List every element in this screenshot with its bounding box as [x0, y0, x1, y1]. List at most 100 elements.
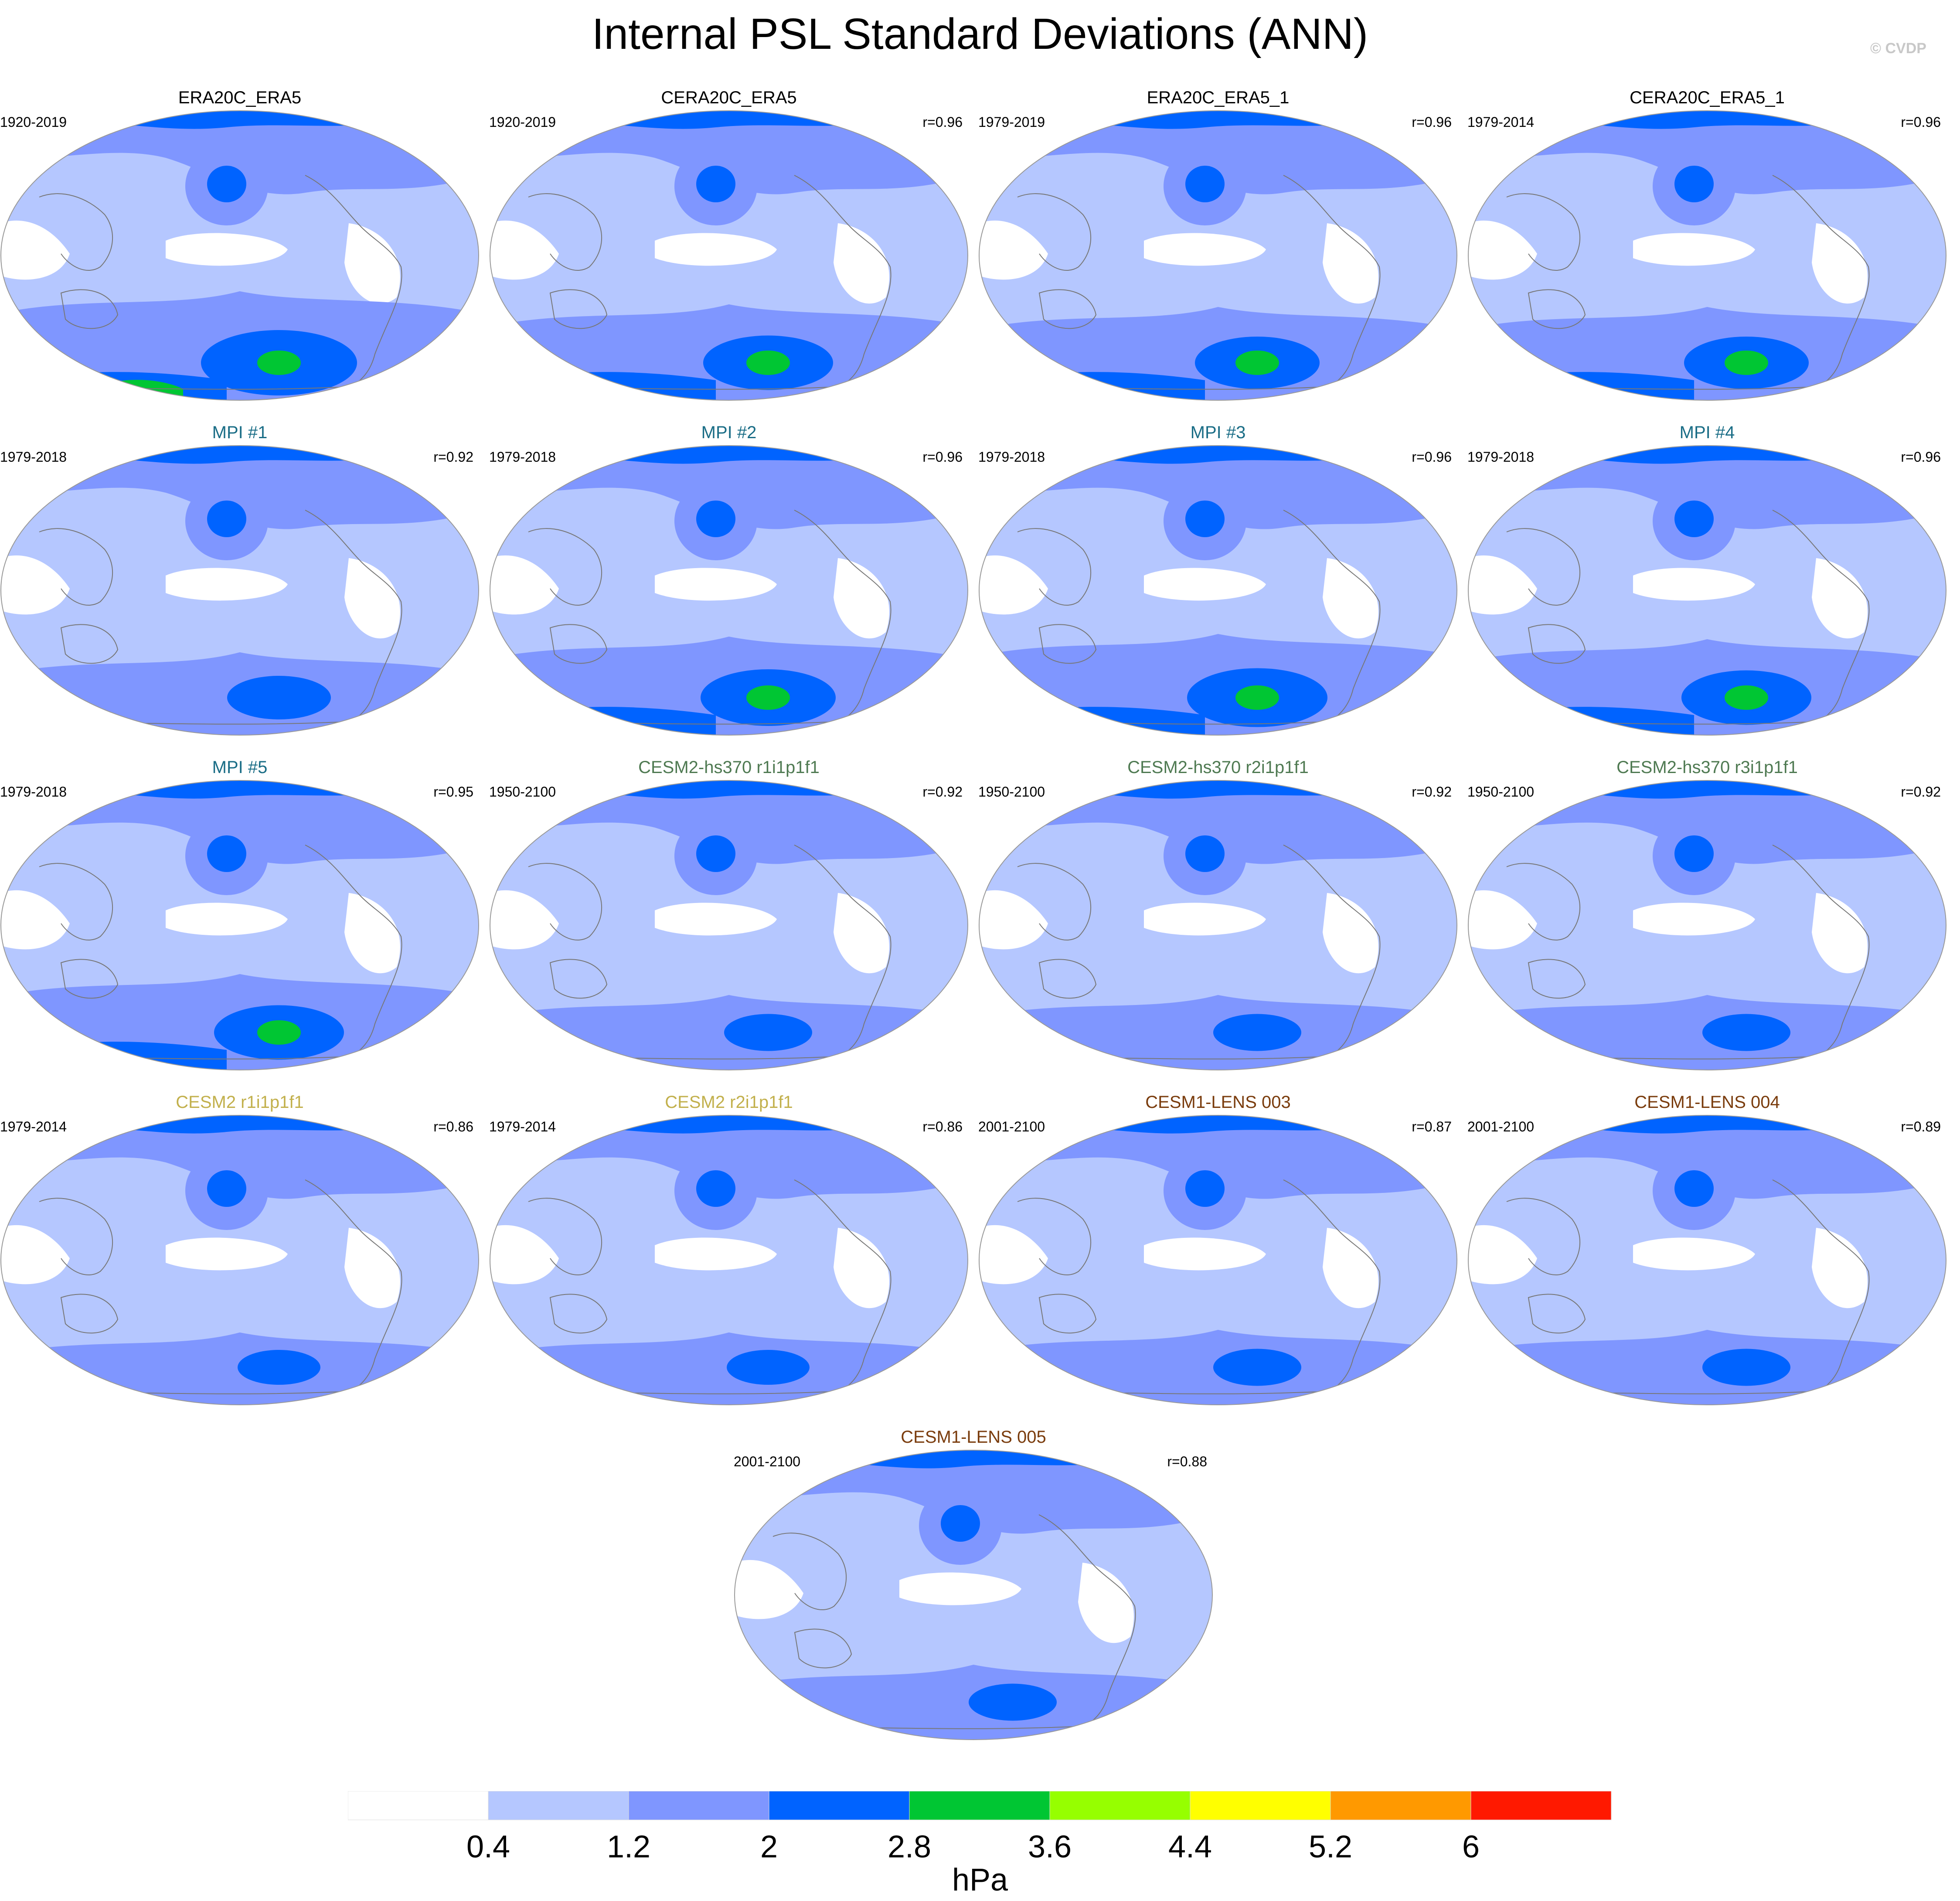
coastline-australia [549, 289, 608, 329]
panel-correlation: r=0.96 [1412, 114, 1452, 130]
coastline-america [794, 510, 892, 724]
southern-core [1702, 1014, 1790, 1051]
coastline-asia [1017, 863, 1092, 941]
panel-title: CESM2-hs370 r2i1p1f1 [1127, 758, 1309, 777]
map-border [979, 1115, 1457, 1405]
panel-correlation: r=0.96 [922, 449, 963, 465]
coastline-america [305, 1179, 402, 1394]
aleutian-core [696, 166, 735, 202]
map-panel: CESM1-LENS 004 2001-2100 r=0.89 [1467, 1092, 1947, 1406]
aleutian-core [1674, 835, 1714, 872]
map-plot [1468, 445, 1946, 736]
panel-correlation: r=0.89 [1901, 1119, 1941, 1134]
coastline-asia [772, 1533, 847, 1611]
map-border [0, 110, 479, 401]
colorbar: 0.4 1.2 2 2.8 3.6 4.4 5.2 6 [348, 1791, 1612, 1864]
coastline-australia [1528, 624, 1586, 664]
southern-peak [746, 351, 790, 375]
tropics-white-indian [490, 1225, 559, 1284]
tropics-white-america [1812, 893, 1868, 974]
panel-period: 1979-2019 [978, 114, 1045, 130]
southern-core [1213, 1349, 1301, 1386]
panel-title: CESM1-LENS 003 [1145, 1093, 1291, 1112]
map-plot [0, 1115, 479, 1405]
map-plot [979, 1115, 1457, 1405]
panel-title: MPI #5 [212, 758, 268, 777]
panel-period: 1979-2014 [489, 1119, 556, 1134]
tropics-white-pacific [1144, 1237, 1266, 1271]
panel-period: 1979-2018 [489, 449, 556, 465]
map-panel: MPI #4 1979-2018 r=0.96 [1467, 422, 1947, 736]
tropics-white-america [834, 1228, 889, 1308]
panel-period: 1979-2018 [0, 449, 67, 465]
panel-correlation: r=0.87 [1412, 1119, 1452, 1134]
map-border [1468, 445, 1946, 736]
aleutian-core [696, 1170, 735, 1207]
map-border [490, 1115, 968, 1405]
map-border [979, 780, 1457, 1070]
panel-correlation: r=0.96 [1901, 114, 1941, 130]
tropics-white-pacific [1144, 903, 1266, 936]
coastline-australia [60, 1294, 119, 1334]
map-plot [979, 110, 1457, 401]
map-border [1468, 1115, 1946, 1405]
tropics-white-america [1812, 1228, 1868, 1308]
panel-correlation: r=0.92 [1412, 784, 1452, 800]
tropics-white-america [1323, 893, 1378, 974]
tropics-white-indian [979, 220, 1048, 280]
southern-core [969, 1683, 1057, 1721]
panel-correlation: r=0.92 [1901, 784, 1941, 800]
map-border [490, 780, 968, 1070]
coastline-australia [60, 959, 119, 999]
panel-correlation: r=0.92 [433, 449, 473, 465]
tropics-white-indian [1468, 220, 1537, 280]
coastline-asia [1017, 528, 1092, 606]
coastline-america [1772, 1179, 1870, 1394]
coastline-asia [1506, 1198, 1581, 1276]
map-panel: MPI #3 1979-2018 r=0.96 [978, 422, 1458, 736]
map-plot [490, 110, 968, 401]
colorbar-swatch [488, 1791, 629, 1820]
tropics-white-indian [979, 555, 1048, 615]
map-border [1468, 110, 1946, 401]
tropics-white-indian [1468, 890, 1537, 950]
map-panel: MPI #1 1979-2018 r=0.92 [0, 422, 480, 736]
tropics-white-america [1812, 223, 1868, 304]
southern-peak [257, 351, 301, 375]
aleutian-core [1185, 1170, 1225, 1207]
tropics-white-pacific [1633, 903, 1755, 936]
southern-peak [1725, 685, 1768, 710]
southern-peak [746, 685, 790, 710]
southern-core [724, 1014, 812, 1051]
colorbar-swatch [909, 1791, 1050, 1820]
coastline-australia [60, 289, 119, 329]
southern-peak [257, 1020, 301, 1045]
tropics-white-pacific [166, 1237, 288, 1271]
coastline-asia [1506, 863, 1581, 941]
colorbar-swatch [628, 1791, 769, 1820]
coastline-australia [1528, 959, 1586, 999]
panel-correlation: r=0.86 [922, 1119, 963, 1134]
colorbar-label: 1.2 [607, 1829, 650, 1864]
panel-period: 1950-2100 [489, 784, 556, 800]
tropics-white-indian [1, 220, 70, 280]
tropics-white-pacific [655, 233, 777, 266]
map-plot [1468, 110, 1946, 401]
coastline-australia [1528, 1294, 1586, 1334]
tropics-white-indian [979, 890, 1048, 950]
coastline-america [794, 175, 892, 389]
panel-correlation: r=0.95 [433, 784, 473, 800]
map-plot [979, 780, 1457, 1070]
tropics-white-america [834, 558, 889, 639]
tropics-white-pacific [655, 1237, 777, 1271]
southern-core [238, 1350, 320, 1385]
aleutian-core [1185, 501, 1225, 537]
southern-peak [1235, 685, 1279, 710]
panel-title: CESM2 r1i1p1f1 [176, 1093, 304, 1112]
coastline-america [1772, 175, 1870, 389]
panel-period: 2001-2100 [978, 1119, 1045, 1134]
tropics-white-indian [735, 1560, 803, 1619]
coastline-asia [528, 193, 602, 271]
aleutian-core [696, 835, 735, 872]
tropics-white-indian [490, 555, 559, 615]
